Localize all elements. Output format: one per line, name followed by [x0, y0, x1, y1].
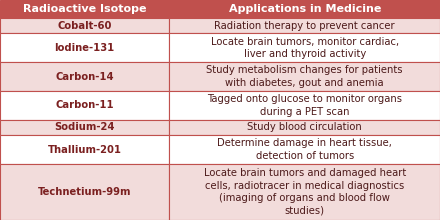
Bar	[0, 120, 169, 135]
Bar	[169, 0, 440, 18]
Text: Determine damage in heart tissue,
detection of tumors: Determine damage in heart tissue, detect…	[217, 138, 392, 161]
Bar	[169, 164, 440, 220]
Text: Study metabolism changes for patients
with diabetes, gout and anemia: Study metabolism changes for patients wi…	[206, 65, 403, 88]
Text: Sodium-24: Sodium-24	[55, 123, 115, 132]
Text: Study blood circulation: Study blood circulation	[247, 123, 362, 132]
Bar	[0, 33, 169, 62]
Text: Applications in Medicine: Applications in Medicine	[228, 4, 381, 14]
Text: Locate brain tumors, monitor cardiac,
liver and thyroid activity: Locate brain tumors, monitor cardiac, li…	[211, 37, 399, 59]
Text: Iodine-131: Iodine-131	[55, 43, 115, 53]
Text: Radiation therapy to prevent cancer: Radiation therapy to prevent cancer	[214, 21, 395, 31]
Bar	[0, 62, 169, 91]
Bar	[169, 135, 440, 164]
Bar	[169, 33, 440, 62]
Text: Carbon-14: Carbon-14	[55, 72, 114, 82]
Bar	[169, 18, 440, 33]
Bar	[169, 62, 440, 91]
Bar	[0, 135, 169, 164]
Bar	[0, 164, 169, 220]
Text: Thallium-201: Thallium-201	[48, 145, 122, 155]
Bar	[0, 18, 169, 33]
Text: Technetium-99m: Technetium-99m	[38, 187, 132, 197]
Text: Locate brain tumors and damaged heart
cells, radiotracer in medical diagnostics
: Locate brain tumors and damaged heart ce…	[204, 169, 406, 216]
Bar	[169, 91, 440, 120]
Bar	[0, 91, 169, 120]
Text: Cobalt-60: Cobalt-60	[58, 21, 112, 31]
Text: Radioactive Isotope: Radioactive Isotope	[23, 4, 147, 14]
Bar	[0, 0, 169, 18]
Text: Carbon-11: Carbon-11	[55, 100, 114, 110]
Bar	[169, 120, 440, 135]
Text: Tagged onto glucose to monitor organs
during a PET scan: Tagged onto glucose to monitor organs du…	[207, 94, 402, 117]
